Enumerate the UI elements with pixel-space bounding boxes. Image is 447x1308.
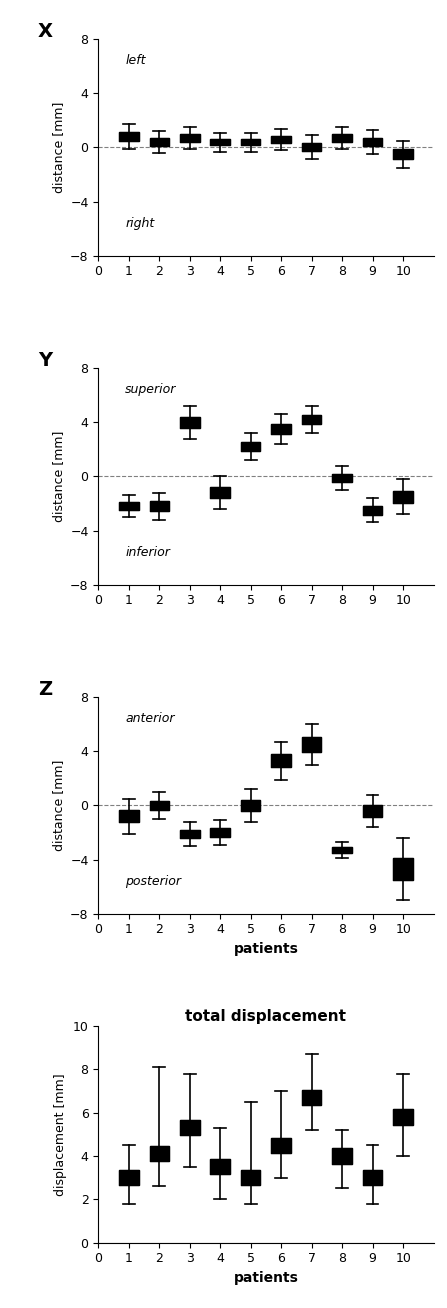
Polygon shape: [333, 1148, 352, 1164]
Polygon shape: [241, 442, 261, 451]
Text: total displacement: total displacement: [186, 1008, 346, 1024]
Polygon shape: [333, 135, 352, 141]
Polygon shape: [241, 799, 261, 811]
Text: superior: superior: [125, 383, 177, 396]
Polygon shape: [393, 858, 413, 880]
Polygon shape: [180, 135, 199, 141]
Polygon shape: [241, 1171, 261, 1185]
Polygon shape: [271, 136, 291, 143]
Polygon shape: [150, 1146, 169, 1162]
Text: inferior: inferior: [125, 545, 170, 559]
Polygon shape: [211, 487, 230, 498]
Polygon shape: [119, 810, 139, 823]
Polygon shape: [393, 490, 413, 502]
Polygon shape: [180, 829, 199, 838]
Polygon shape: [271, 1138, 291, 1152]
Polygon shape: [271, 424, 291, 434]
Polygon shape: [302, 143, 321, 150]
Polygon shape: [211, 828, 230, 837]
X-axis label: patients: patients: [233, 942, 299, 956]
Polygon shape: [150, 501, 169, 511]
Polygon shape: [302, 738, 321, 752]
Polygon shape: [211, 139, 230, 145]
Polygon shape: [333, 473, 352, 483]
Text: posterior: posterior: [125, 875, 181, 888]
Polygon shape: [363, 1171, 382, 1185]
Polygon shape: [119, 132, 139, 141]
Polygon shape: [211, 1159, 230, 1175]
Polygon shape: [150, 800, 169, 810]
Text: anterior: anterior: [125, 713, 175, 726]
Polygon shape: [119, 1171, 139, 1185]
Y-axis label: distance [mm]: distance [mm]: [51, 760, 64, 852]
Polygon shape: [241, 139, 261, 145]
X-axis label: patients: patients: [233, 1271, 299, 1284]
Polygon shape: [333, 848, 352, 853]
Polygon shape: [363, 506, 382, 514]
Text: right: right: [125, 217, 154, 230]
Polygon shape: [363, 806, 382, 816]
Polygon shape: [180, 417, 199, 428]
Polygon shape: [393, 1109, 413, 1125]
Text: Y: Y: [38, 351, 52, 370]
Polygon shape: [271, 755, 291, 768]
Polygon shape: [119, 502, 139, 510]
Polygon shape: [302, 1090, 321, 1105]
Polygon shape: [393, 149, 413, 160]
Y-axis label: distance [mm]: distance [mm]: [51, 102, 64, 194]
Y-axis label: distance [mm]: distance [mm]: [51, 430, 64, 522]
Polygon shape: [302, 415, 321, 424]
Polygon shape: [150, 139, 169, 145]
Y-axis label: displacement [mm]: displacement [mm]: [54, 1073, 67, 1196]
Polygon shape: [180, 1121, 199, 1135]
Text: X: X: [38, 22, 53, 41]
Text: Z: Z: [38, 680, 52, 698]
Text: left: left: [125, 55, 146, 68]
Polygon shape: [363, 137, 382, 146]
